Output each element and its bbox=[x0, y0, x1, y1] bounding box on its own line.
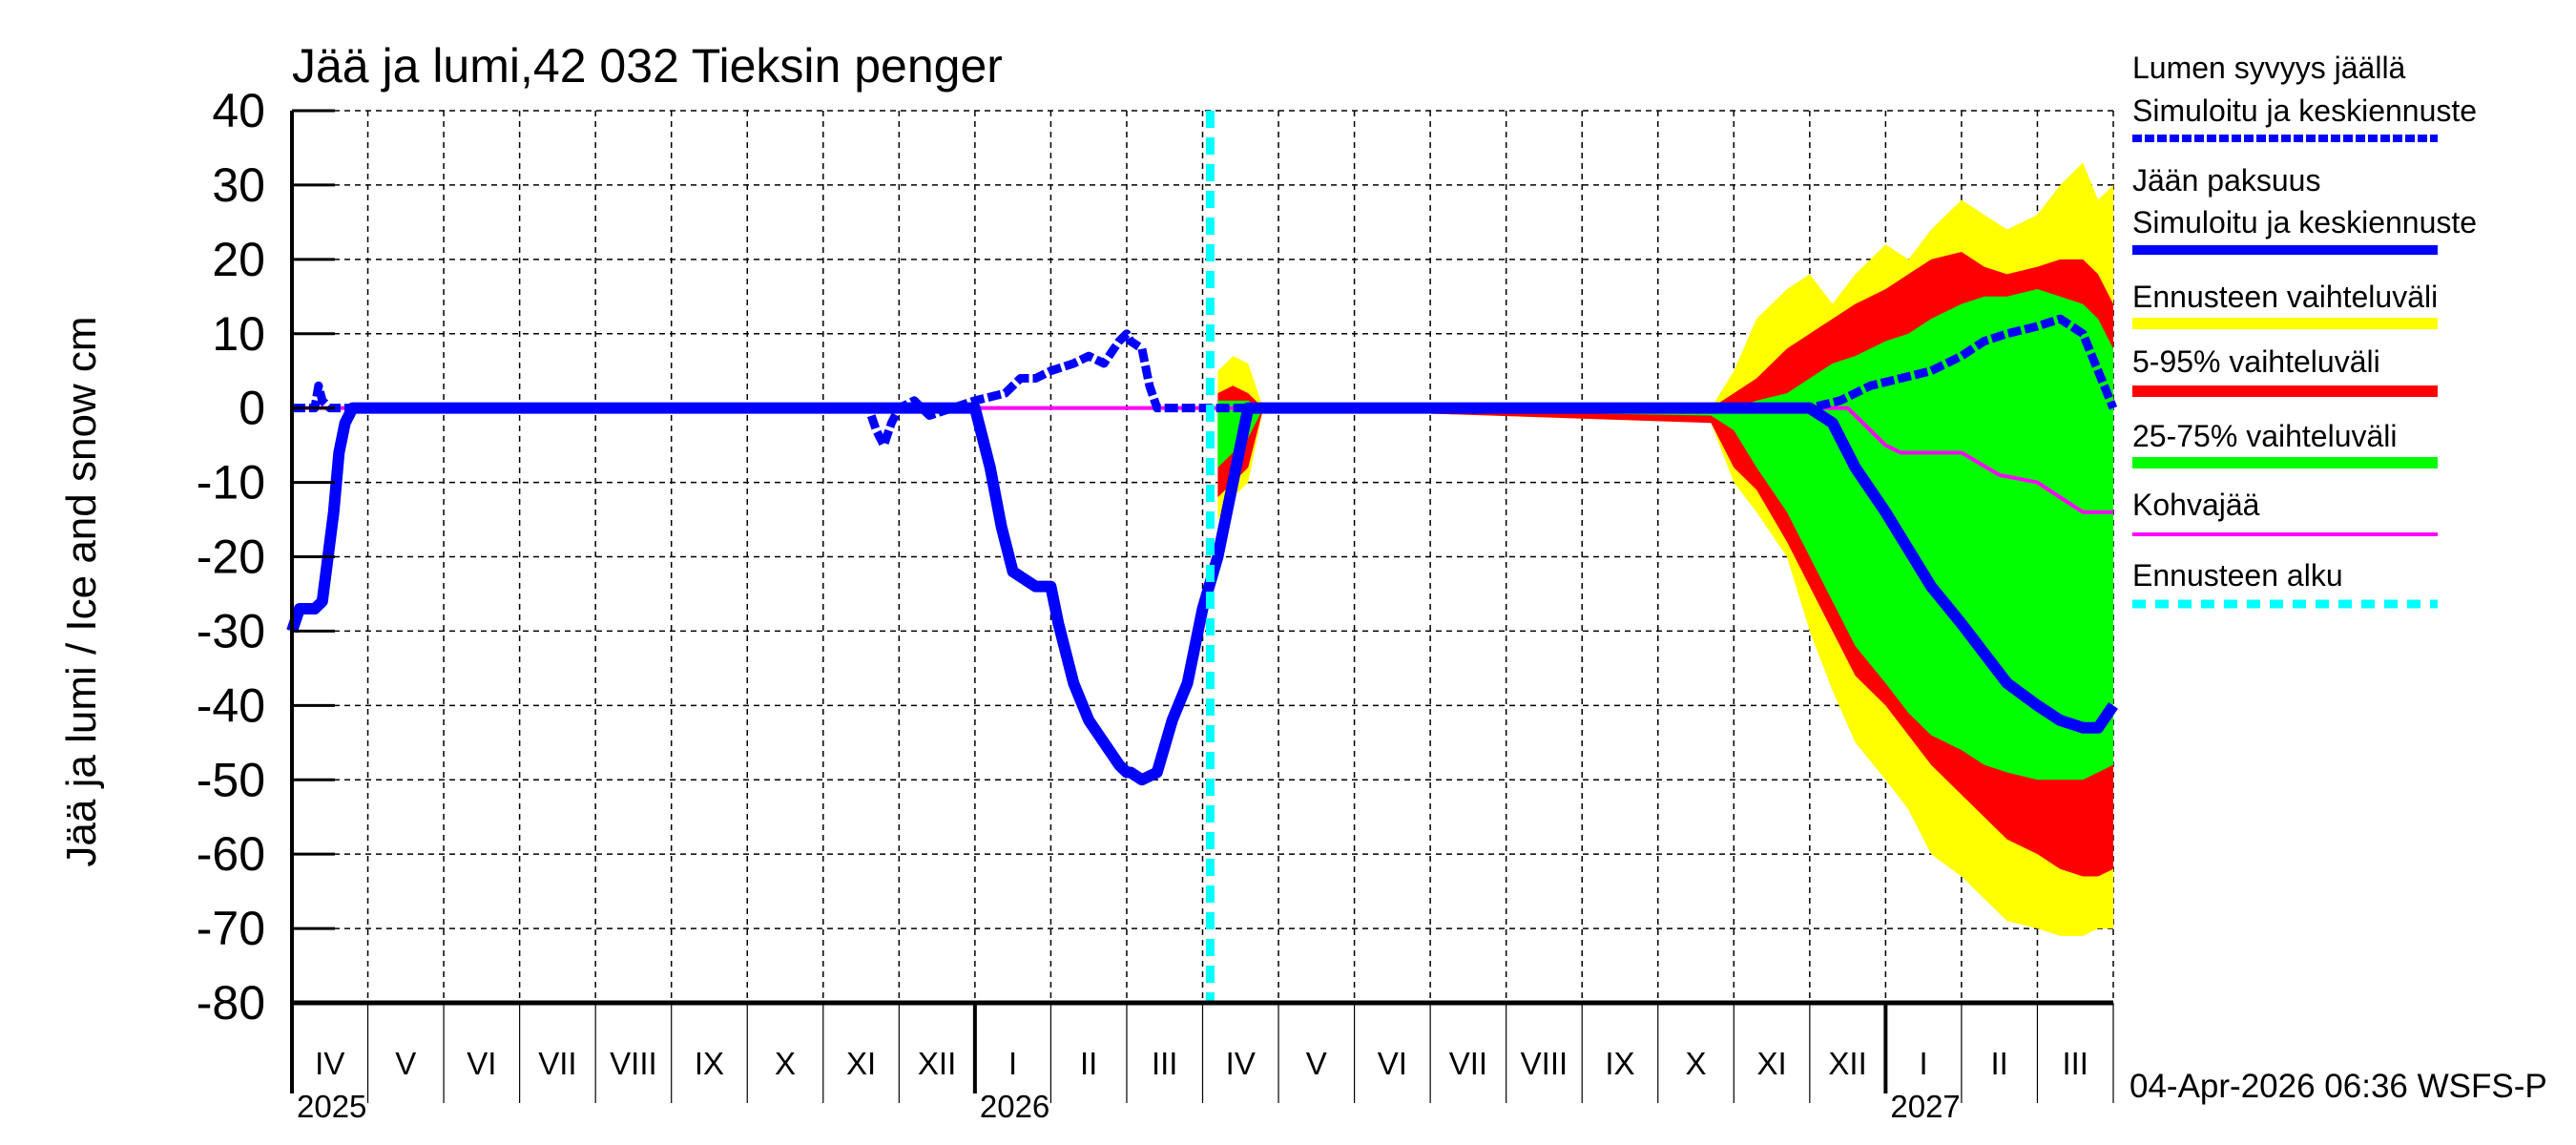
month-label: II bbox=[1080, 1046, 1097, 1081]
legend-label: 25-75% vaihteluväli bbox=[2132, 419, 2398, 453]
legend-item: Ennusteen alku bbox=[2132, 558, 2438, 609]
legend-label: Ennusteen alku bbox=[2132, 558, 2343, 593]
y-axis-label: Jää ja lumi / Ice and snow cm bbox=[58, 316, 105, 866]
y-tick-label: 40 bbox=[212, 84, 265, 137]
month-label: IV bbox=[1226, 1046, 1256, 1081]
chart-title: Jää ja lumi,42 032 Tieksin penger bbox=[292, 39, 1003, 93]
y-tick-label: 30 bbox=[212, 158, 265, 212]
month-label: IX bbox=[1605, 1046, 1634, 1081]
kohvajaa-line bbox=[292, 406, 2113, 514]
snow-depth-line bbox=[292, 314, 2118, 450]
x-tick-labels: IV V VI VII VIII IX X XI XII I II III IV V VI VII VIII IX… bbox=[297, 1046, 2088, 1124]
legend-item: Jään paksuus Simuloitu ja keskiennuste bbox=[2132, 163, 2477, 255]
year-label: 2025 bbox=[297, 1089, 366, 1124]
month-label: I bbox=[1008, 1046, 1017, 1081]
month-label: IV bbox=[315, 1046, 344, 1081]
month-label: II bbox=[1991, 1046, 2008, 1081]
y-tick-label: -30 bbox=[197, 604, 265, 657]
legend-item: Lumen syvyys jäällä Simuloitu ja keskienn… bbox=[2132, 51, 2477, 142]
y-tick-label: -70 bbox=[197, 902, 265, 955]
legend-label: Jään paksuus bbox=[2132, 163, 2320, 198]
month-label: XII bbox=[918, 1046, 956, 1081]
legend-label: Simuloitu ja keskiennuste bbox=[2132, 94, 2477, 128]
y-tick-label: -60 bbox=[197, 827, 265, 881]
y-tick-label: -80 bbox=[197, 976, 265, 1030]
ice-thickness-line bbox=[286, 402, 2118, 786]
month-label: XI bbox=[1756, 1046, 1786, 1081]
month-label: VI bbox=[1378, 1046, 1407, 1081]
month-label: X bbox=[775, 1046, 796, 1081]
month-label: X bbox=[1686, 1046, 1707, 1081]
y-tick-label: 0 bbox=[239, 382, 265, 435]
month-label: VII bbox=[538, 1046, 576, 1081]
month-label: VII bbox=[1449, 1046, 1487, 1081]
axes bbox=[290, 109, 2114, 1103]
month-label: VIII bbox=[1521, 1046, 1568, 1081]
y-tick-label: -10 bbox=[197, 456, 265, 510]
band-25-75 bbox=[1217, 289, 2113, 781]
y-tick-label: 20 bbox=[212, 233, 265, 286]
legend-item: Ennusteen vaihteluväli bbox=[2132, 280, 2438, 329]
month-label: III bbox=[1152, 1046, 1178, 1081]
legend-item: 25-75% vaihteluväli bbox=[2132, 419, 2438, 468]
legend: Lumen syvyys jäällä Simuloitu ja keskienn… bbox=[2132, 51, 2477, 609]
month-label: V bbox=[1306, 1046, 1327, 1081]
legend-label: Simuloitu ja keskiennuste bbox=[2132, 205, 2477, 239]
month-label: VI bbox=[467, 1046, 496, 1081]
legend-label: Ennusteen vaihteluväli bbox=[2132, 280, 2438, 314]
month-label: VIII bbox=[610, 1046, 657, 1081]
legend-label: Lumen syvyys jäällä bbox=[2132, 51, 2406, 85]
legend-label: 5-95% vaihteluväli bbox=[2132, 344, 2380, 379]
y-tick-label: 10 bbox=[212, 307, 265, 361]
year-label: 2026 bbox=[980, 1089, 1049, 1124]
legend-label: Kohvajää bbox=[2132, 488, 2260, 522]
month-label: XI bbox=[846, 1046, 876, 1081]
legend-item: 5-95% vaihteluväli bbox=[2132, 344, 2438, 397]
month-label: XII bbox=[1828, 1046, 1866, 1081]
month-label: V bbox=[395, 1046, 416, 1081]
month-label: III bbox=[2062, 1046, 2088, 1081]
y-tick-label: -40 bbox=[197, 678, 265, 732]
data-series bbox=[286, 111, 2118, 1003]
legend-item: Kohvajää bbox=[2132, 488, 2438, 536]
timestamp-label: 04-Apr-2026 06:36 WSFS-P bbox=[2129, 1068, 2547, 1105]
month-label: I bbox=[1920, 1046, 1928, 1081]
forecast-bands bbox=[1217, 162, 2113, 936]
y-tick-labels: 40 30 20 10 0 -10 -20 -30 -40 -50 -60 -70 -80 bbox=[197, 84, 265, 1030]
month-label: IX bbox=[695, 1046, 724, 1081]
year-label: 2027 bbox=[1890, 1089, 1960, 1124]
y-tick-label: -20 bbox=[197, 531, 265, 584]
y-tick-label: -50 bbox=[197, 753, 265, 806]
